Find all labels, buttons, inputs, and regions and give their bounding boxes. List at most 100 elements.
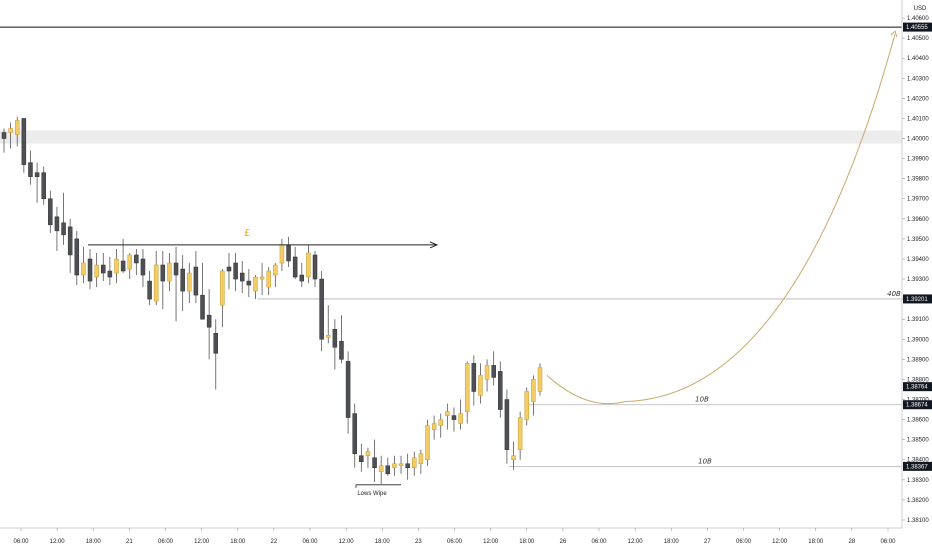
bearish-candle [213, 333, 219, 354]
price-label-box [903, 294, 932, 304]
bearish-candle [120, 260, 126, 272]
y-tick-label: 1.38200 [907, 498, 929, 504]
bullish-candle [279, 244, 285, 264]
bearish-candle [359, 455, 364, 462]
bullish-candle [438, 419, 443, 426]
bullish-candle [253, 276, 258, 292]
bearish-candle [200, 294, 205, 320]
supply-zone [0, 130, 902, 144]
bearish-candle [67, 226, 73, 256]
x-tick-label: 18:00 [86, 539, 102, 545]
y-tick-label: 1.40000 [907, 137, 929, 143]
bullish-candle [418, 453, 424, 465]
bearish-candle [173, 262, 179, 276]
x-tick-label: 18:00 [230, 539, 246, 545]
bearish-candle [48, 198, 53, 226]
x-tick-label: 06:00 [447, 539, 463, 545]
x-tick-label: 18:00 [519, 539, 535, 545]
x-tick-label: 12:00 [339, 539, 355, 545]
bearish-candle [226, 266, 232, 272]
bullish-candle [531, 379, 536, 402]
level-40b-label: 40B [887, 290, 901, 298]
x-tick-label: 06:00 [736, 539, 752, 545]
bearish-candle [206, 314, 212, 328]
x-tick-label: 22 [271, 539, 278, 545]
bullish-candle [478, 375, 483, 396]
y-tick-label: 1.38300 [907, 478, 929, 484]
pound-symbol: £ [244, 228, 250, 239]
projection-curve [546, 33, 896, 405]
y-tick-label: 1.38600 [907, 418, 929, 424]
y-tick-label: 1.40200 [907, 96, 929, 102]
y-tick-label: 1.39600 [907, 217, 929, 223]
y-tick-label: 1.40100 [907, 116, 929, 122]
x-tick-label: 12:00 [194, 539, 210, 545]
level-10b-lower-label: 10B [698, 457, 712, 465]
bullish-candle [425, 425, 430, 460]
bearish-candle [54, 216, 60, 232]
bullish-candle [431, 423, 437, 430]
price-label-text: 1.38764 [906, 385, 928, 391]
x-tick-label: 23 [415, 539, 422, 545]
bullish-candle [127, 254, 132, 270]
bearish-candle [239, 272, 245, 282]
bearish-candle [1, 132, 7, 139]
bullish-candle [167, 262, 172, 282]
bearish-candle [160, 264, 166, 282]
bearish-candle [87, 258, 93, 282]
bearish-candle [372, 457, 377, 469]
bullish-candle [259, 276, 265, 280]
bullish-candle [187, 272, 192, 292]
bearish-candle [385, 465, 391, 475]
projection-arrow-head [890, 30, 898, 38]
bearish-candle [312, 254, 318, 280]
lows-wipe-label: Lows Wipe [357, 491, 387, 497]
x-tick-label: 12:00 [50, 539, 66, 545]
y-tick-label: 1.39800 [907, 177, 929, 183]
y-tick-label: 1.39900 [907, 157, 929, 163]
bearish-candle [352, 413, 357, 454]
bearish-candle [107, 270, 113, 278]
bullish-candle [412, 457, 417, 469]
y-tick-label: 1.40300 [907, 76, 929, 82]
bullish-candle [464, 363, 470, 412]
bearish-candle [345, 361, 351, 418]
price-label-text: 1.38367 [906, 464, 928, 470]
x-tick-label: 12:00 [483, 539, 499, 545]
bullish-candle [445, 411, 450, 416]
x-tick-label: 18:00 [375, 539, 391, 545]
y-tick-label: 1.38900 [907, 357, 929, 363]
x-tick-label: 06:00 [158, 539, 174, 545]
bullish-candle [273, 264, 278, 276]
y-tick-label: 1.38800 [907, 377, 929, 383]
bullish-candle [458, 413, 463, 424]
bearish-candle [491, 365, 496, 378]
bullish-candle [398, 463, 404, 467]
bearish-candle [286, 244, 291, 262]
bearish-candle [101, 264, 106, 274]
x-tick-label: 06:00 [13, 539, 29, 545]
bullish-candle [537, 367, 543, 392]
bearish-candle [319, 278, 324, 340]
y-tick-label: 1.40400 [907, 56, 929, 62]
x-tick-label: 28 [849, 539, 856, 545]
bullish-candle [8, 128, 13, 133]
bullish-candle [524, 391, 530, 420]
bearish-candle [233, 262, 238, 280]
level-10b-upper-label: 10B [695, 396, 709, 404]
bearish-candle [193, 266, 199, 296]
y-tick-label: 1.38400 [907, 458, 929, 464]
bearish-candle [299, 274, 305, 282]
y-tick-label: 1.39300 [907, 277, 929, 283]
y-tick-label: 1.38500 [907, 438, 929, 444]
x-tick-label: 06:00 [880, 539, 896, 545]
bullish-candle [81, 262, 86, 276]
bullish-candle [392, 463, 397, 469]
bullish-candle [517, 417, 523, 450]
bearish-candle [21, 118, 27, 165]
y-tick-label: 1.38100 [907, 518, 929, 524]
price-label-text: 1.39201 [906, 297, 928, 303]
bearish-candle [147, 280, 152, 300]
arrow-head [429, 241, 439, 249]
